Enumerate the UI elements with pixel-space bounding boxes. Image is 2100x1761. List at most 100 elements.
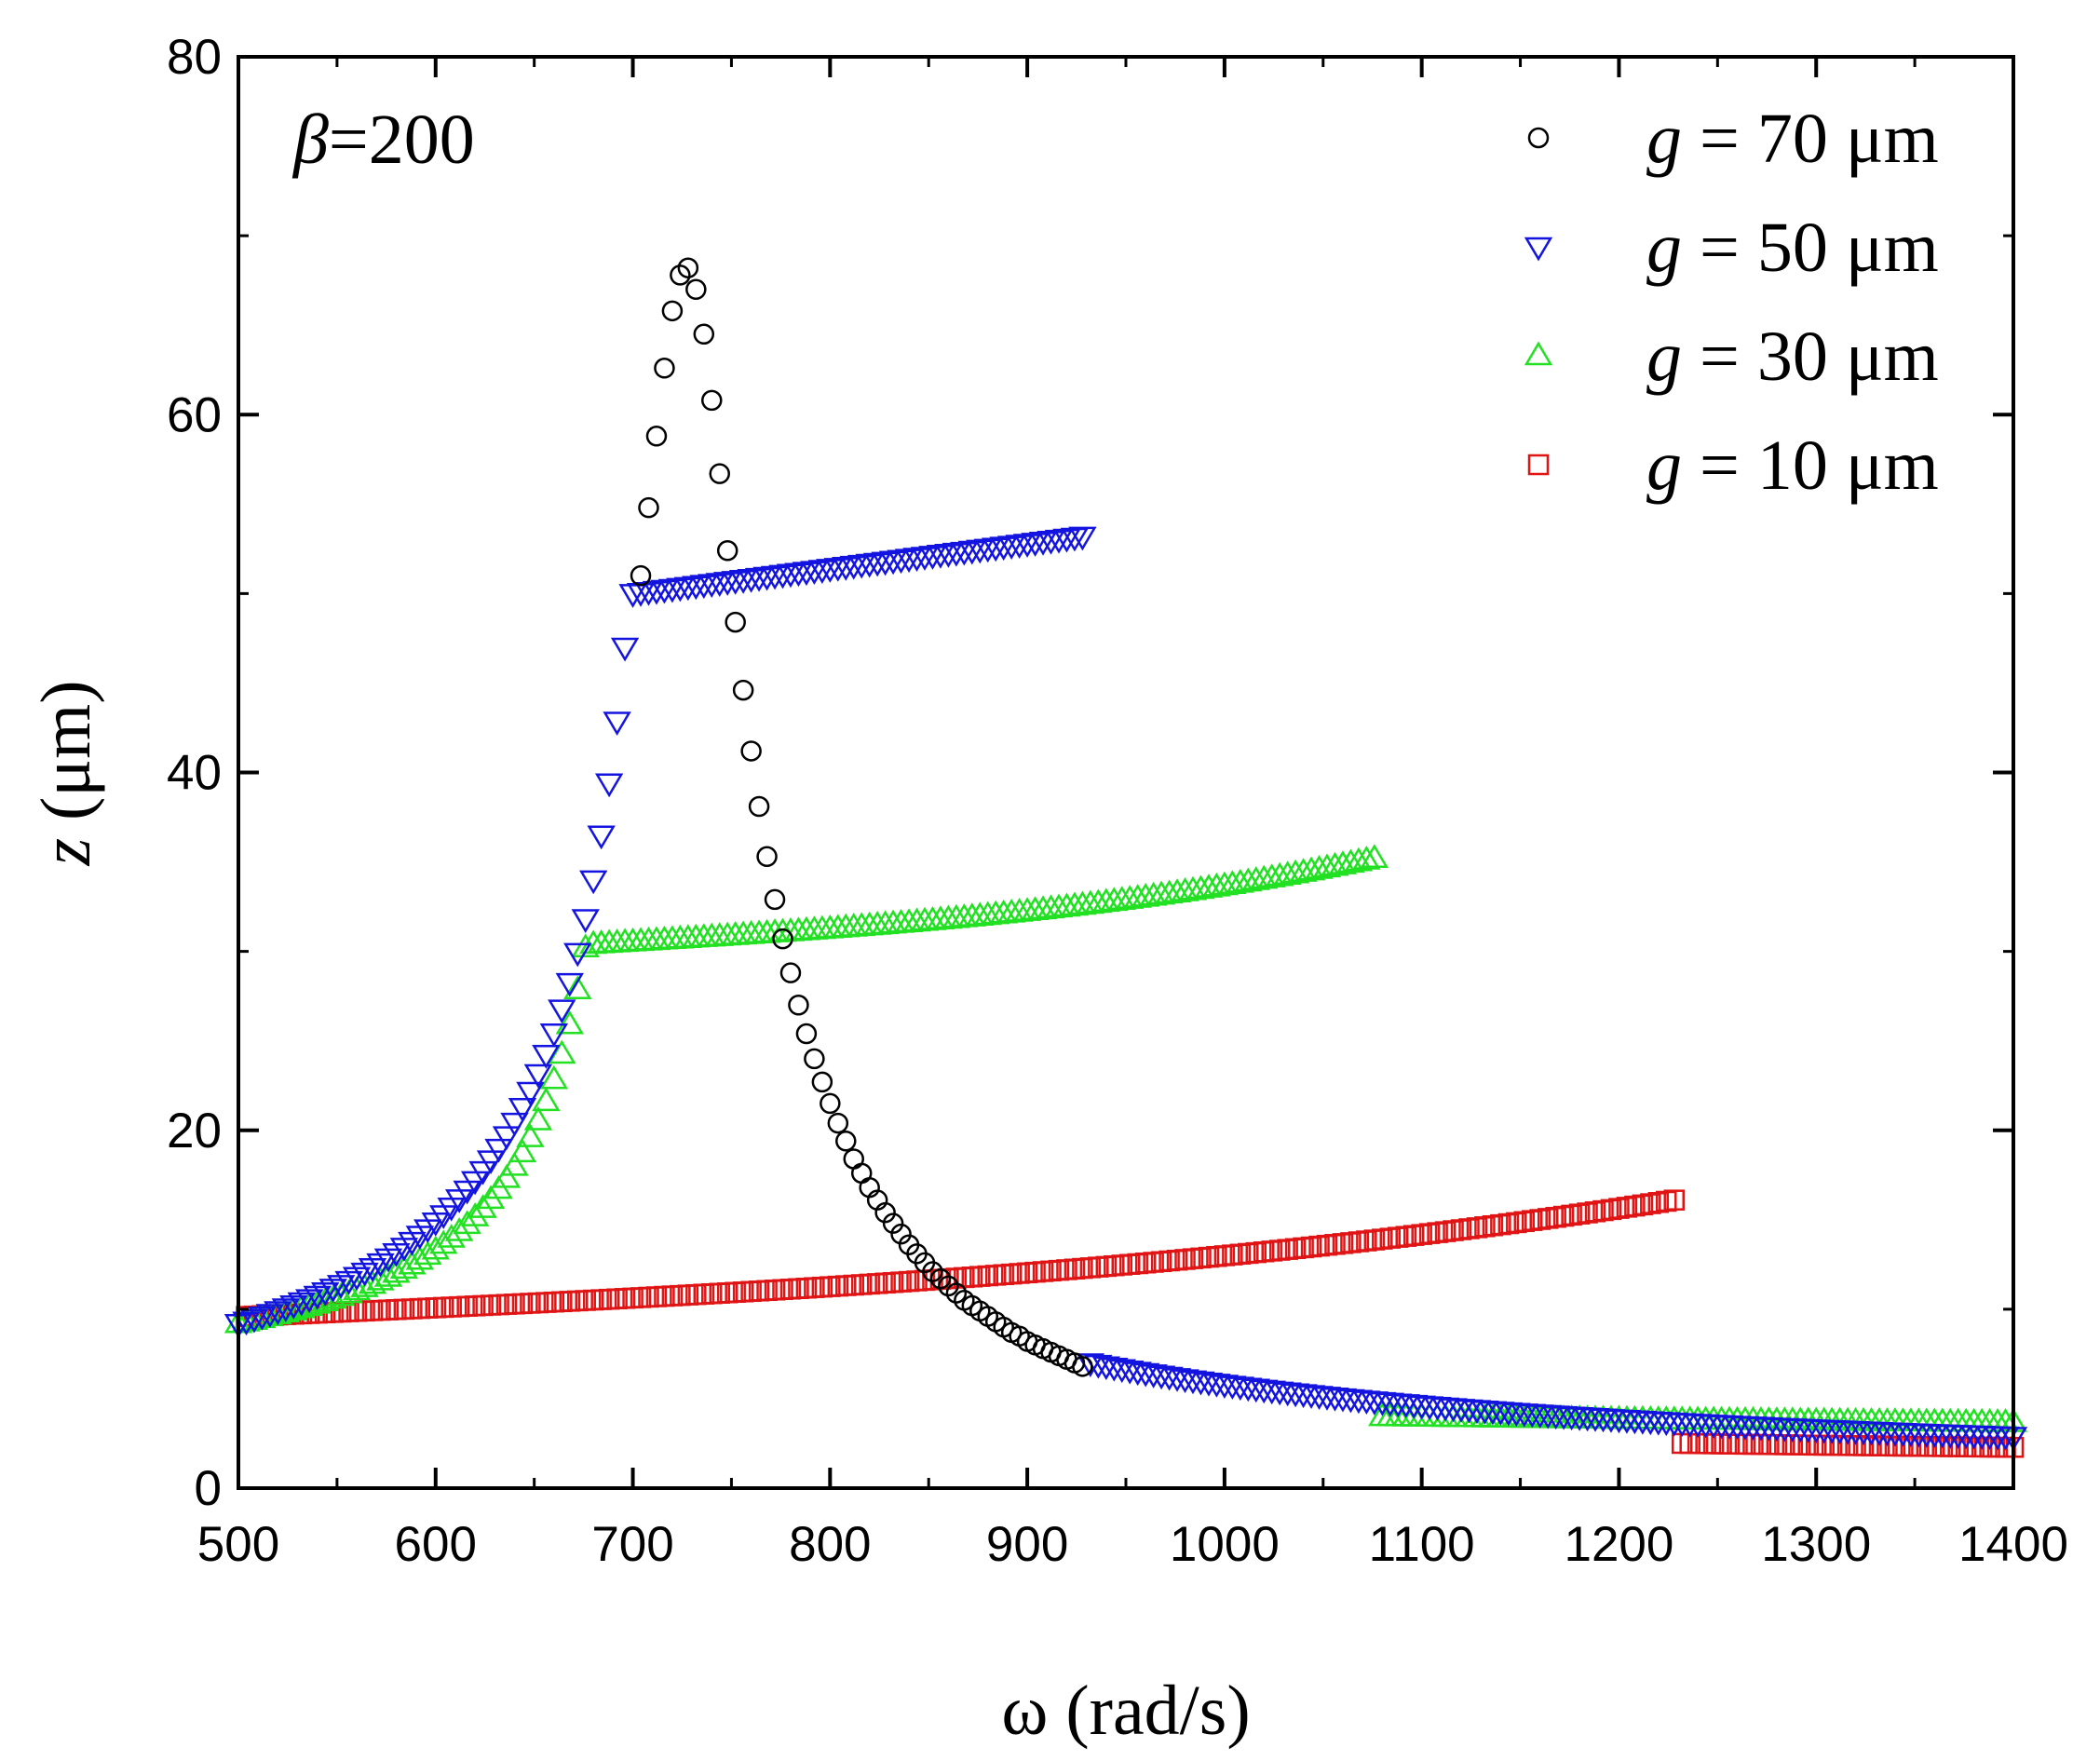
data-point xyxy=(788,995,809,1016)
annotation: β=200 xyxy=(291,101,475,179)
data-point xyxy=(389,1254,419,1280)
data-point xyxy=(492,1163,522,1188)
data-point xyxy=(1116,1360,1145,1385)
data-point xyxy=(1210,871,1240,896)
y-tick-label: 80 xyxy=(167,30,222,85)
data-point xyxy=(701,389,723,412)
x-tick-label: 1400 xyxy=(1958,1517,2068,1572)
data-point xyxy=(1647,1192,1670,1213)
data-point xyxy=(318,1279,347,1303)
data-point xyxy=(460,1171,490,1196)
data-point xyxy=(1194,874,1224,898)
legend-item: g = 10 μm xyxy=(1527,427,1939,505)
data-point xyxy=(835,1131,857,1152)
data-point xyxy=(1186,874,1215,900)
data-point xyxy=(1162,1368,1192,1392)
data-point xyxy=(804,1048,825,1070)
data-point xyxy=(1289,858,1318,882)
data-point xyxy=(563,975,592,1000)
y-tick-label: 60 xyxy=(167,387,222,442)
legend-marker xyxy=(1527,127,1550,149)
data-point xyxy=(725,611,746,633)
data-point xyxy=(239,1308,269,1334)
data-point xyxy=(453,1210,481,1235)
data-point xyxy=(638,496,659,519)
data-point xyxy=(756,846,778,868)
legend-label: g = 30 μm xyxy=(1646,318,1939,396)
data-point xyxy=(358,1258,387,1282)
x-tick-label: 600 xyxy=(395,1517,477,1572)
data-point xyxy=(874,1201,896,1224)
data-point xyxy=(350,1262,379,1287)
data-point xyxy=(594,773,624,798)
data-point xyxy=(850,1162,873,1185)
data-point xyxy=(539,1023,569,1048)
axis-ticks: 500 600 700 800 900 1000 1100 1200 1300 1400 0 20 40… xyxy=(167,30,2068,1572)
data-point xyxy=(693,323,715,345)
data-point xyxy=(610,637,640,662)
data-point xyxy=(795,1023,818,1045)
data-point xyxy=(532,1044,561,1069)
data-point xyxy=(508,1098,537,1122)
data-point xyxy=(740,740,762,762)
data-point xyxy=(645,426,668,447)
data-point xyxy=(1241,866,1270,890)
data-point xyxy=(1663,1189,1685,1211)
x-tick-label: 1100 xyxy=(1369,1517,1475,1572)
data-point xyxy=(460,1202,490,1226)
data-point xyxy=(1091,1356,1121,1381)
data-point xyxy=(445,1217,474,1241)
data-point xyxy=(500,1112,529,1137)
data-point xyxy=(555,1009,584,1035)
data-point xyxy=(279,1295,308,1320)
data-point xyxy=(1131,1362,1160,1388)
data-point xyxy=(1123,1361,1152,1387)
annotation-symbol: β xyxy=(291,101,329,179)
data-point xyxy=(1328,850,1358,874)
data-point xyxy=(287,1292,316,1317)
legend-marker xyxy=(1524,341,1553,366)
data-point xyxy=(1068,526,1097,551)
data-point xyxy=(429,1229,458,1254)
x-tick-label: 700 xyxy=(591,1517,673,1572)
data-point xyxy=(779,962,802,983)
legend-label: g = 70 μm xyxy=(1646,100,1939,178)
data-point xyxy=(500,1151,529,1176)
legend-item: g = 50 μm xyxy=(1524,209,1939,287)
data-point xyxy=(587,825,616,850)
data-point xyxy=(709,463,730,484)
data-marks xyxy=(224,257,2028,1458)
data-point xyxy=(1107,1359,1136,1384)
data-point xyxy=(516,1123,545,1147)
x-tick-label: 500 xyxy=(197,1517,279,1572)
y-axis-var: z xyxy=(27,838,105,867)
data-point xyxy=(716,540,738,562)
data-point xyxy=(827,1112,849,1134)
data-point xyxy=(532,1087,561,1112)
x-tick-label: 900 xyxy=(986,1517,1068,1572)
data-point xyxy=(1257,863,1286,887)
data-point xyxy=(271,1298,301,1322)
legend-item: g = 30 μm xyxy=(1524,318,1939,396)
data-point xyxy=(603,711,631,736)
data-point xyxy=(548,999,576,1024)
data-point xyxy=(811,1071,833,1093)
data-point xyxy=(661,300,684,322)
legend-label: g = 10 μm xyxy=(1646,427,1939,505)
data-point xyxy=(1218,870,1247,894)
x-axis-title: ω (rad/s) xyxy=(1001,1672,1250,1750)
data-point xyxy=(1296,856,1326,881)
data-point xyxy=(1344,847,1374,872)
x-tick-label: 1000 xyxy=(1170,1517,1280,1572)
data-point xyxy=(882,1212,904,1234)
legend: g = 70 μm g = 50 μm g = 30 μm g = 10 μm xyxy=(1524,100,1939,505)
data-point xyxy=(1624,1195,1646,1217)
y-tick-label: 40 xyxy=(167,746,222,801)
data-point xyxy=(1640,1193,1661,1214)
data-point xyxy=(334,1270,363,1295)
data-point xyxy=(732,679,754,701)
data-point xyxy=(1273,860,1302,885)
x-tick-label: 800 xyxy=(789,1517,871,1572)
data-point xyxy=(677,257,699,278)
